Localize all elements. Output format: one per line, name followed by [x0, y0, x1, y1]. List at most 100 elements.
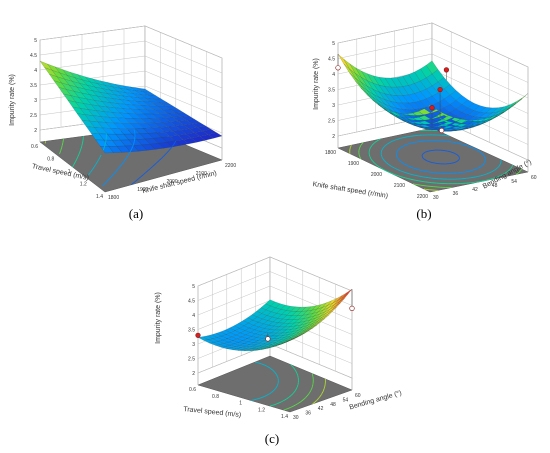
- panel-a-contour: [113, 173, 115, 175]
- panel-b-contour: [462, 143, 468, 147]
- panel-c-contour: [315, 399, 318, 402]
- panel-b-contour: [378, 166, 382, 169]
- panel-a-contour: [147, 168, 151, 171]
- panel-b-contour: [466, 170, 471, 173]
- panel-a-contour: [174, 140, 177, 143]
- panel-b-z-label: Impurity rate (%): [313, 58, 320, 110]
- panel-a-contour: [73, 161, 76, 165]
- panel-b-grid-h: [431, 53, 529, 99]
- panel-b-contour: [383, 144, 387, 148]
- panel-b-contour: [385, 144, 387, 146]
- panel-c-contour: [272, 389, 275, 392]
- panel-c-y-tick: 0.6: [189, 387, 196, 393]
- panel-c-contour: [295, 388, 297, 391]
- panel-c-contour: [289, 406, 293, 409]
- panel-b-contour: [453, 152, 458, 156]
- panel-b-z-tick: 2.5: [328, 119, 335, 125]
- panel-a-contour: [164, 154, 166, 156]
- panel-c-contour: [313, 401, 316, 404]
- panel-c-contour: [316, 399, 318, 401]
- panel-c-contour: [285, 408, 289, 410]
- panel-b-contour: [387, 142, 391, 145]
- panel-a-contour: [138, 176, 142, 179]
- panel-c-contour: [276, 402, 280, 405]
- panel-a-contour: [131, 146, 133, 149]
- panel-c-contour: [300, 400, 303, 403]
- panel-b-contour: [443, 134, 449, 137]
- panel-a-y-tick: 1.2: [80, 182, 87, 188]
- panel-b-contour: [456, 154, 460, 157]
- panel-b-contour: [447, 150, 451, 153]
- panel-b-contour: [399, 147, 402, 149]
- panel-b-contour: [466, 177, 471, 179]
- panel-a-y-tick: 0.8: [47, 157, 54, 163]
- panel-a-contour: [111, 173, 115, 177]
- panel-b-contour: [393, 167, 398, 170]
- panel-a-contour: [130, 148, 133, 152]
- panel-a-contour: [103, 183, 106, 186]
- panel-b-contour: [376, 139, 380, 142]
- panel-b-contour: [422, 157, 425, 160]
- panel-b-contour: [372, 160, 375, 164]
- panel-c-contour: [310, 389, 312, 391]
- panel-a-contour: [93, 164, 96, 168]
- panel-b-contour: [382, 147, 384, 149]
- panel-c-grid-h: [269, 343, 353, 379]
- panel-a-contour: [145, 171, 147, 173]
- panel-c-contour: [269, 392, 272, 394]
- panel-c-contour: [318, 396, 320, 399]
- panel-b-y-tick: 2000: [371, 172, 382, 178]
- panel-b-contour: [403, 176, 406, 179]
- panel-a-x-tick: 2000: [167, 179, 178, 185]
- panel-c-contour: [275, 386, 277, 389]
- panel-b-contour: [405, 177, 409, 180]
- panel-a-contour: [126, 155, 129, 159]
- panel-b-contour: [414, 174, 420, 177]
- panel-b-contour: [400, 145, 404, 149]
- panel-a-x-tick: 2200: [225, 163, 236, 169]
- panel-b-contour: [476, 167, 479, 170]
- panel-c-x-tick: 48: [330, 402, 336, 408]
- panel-a-contour: [106, 178, 110, 182]
- panel-a-contour: [88, 172, 91, 176]
- panel-a-z-tick: 4.5: [30, 53, 37, 59]
- panel-b-contour: [499, 161, 502, 165]
- panel-c-ticks: 2 2.5 3 3.5 4 4.5 5 0.6 0.8 1 1.2 1.4 30 36 42 48 54 60: [188, 284, 361, 421]
- panel-b-contour: [414, 141, 418, 143]
- panel-a-z-tick: 2: [34, 128, 37, 134]
- panel-b-x-tick: 30: [433, 195, 439, 201]
- panel-c-grid-h: [269, 256, 353, 292]
- panel-c-grid-h: [197, 256, 271, 287]
- panel-b-contour: [376, 164, 380, 167]
- panel-b-contour: [388, 164, 392, 167]
- panel-c-contour: [279, 401, 282, 404]
- panel-b-contour: [350, 144, 352, 148]
- panel-b-design-point: [443, 67, 450, 73]
- panel-b-contours: [349, 129, 523, 191]
- panel-c-contour: [258, 362, 263, 365]
- panel-a-z-tick: 3: [34, 98, 37, 104]
- panel-c-contour: [320, 394, 322, 397]
- panel-a-contour: [77, 154, 80, 157]
- panel-b-contour: [398, 148, 400, 150]
- panel-b-x-tick: 42: [472, 187, 478, 193]
- panel-b-z-tick: 2: [332, 134, 335, 140]
- panel-b-z-tick: 4.5: [328, 57, 335, 63]
- panel-c-contour: [271, 369, 275, 372]
- panel-a-contour: [59, 151, 61, 154]
- panel-a-contour: [161, 156, 164, 159]
- panel-a-contour: [80, 148, 82, 151]
- panel-b-contour: [510, 166, 513, 169]
- panel-a-y-tick: 1.4: [96, 194, 103, 200]
- panel-a-contour: [90, 169, 93, 173]
- panel-c-z-label: Impurity rate (%): [155, 292, 162, 344]
- panel-b-contour: [463, 171, 468, 173]
- panel-b-y-tick: 1800: [325, 150, 336, 156]
- panel-b-contour: [393, 139, 395, 142]
- panel-b-contour: [457, 158, 460, 161]
- panel-a-contour: [128, 150, 131, 154]
- panel-c-z-tick: 3: [192, 342, 195, 348]
- panel-c-z-tick: 2: [192, 371, 195, 377]
- panel-a-contour: [116, 169, 119, 171]
- panel-b-grid-h: [431, 38, 529, 83]
